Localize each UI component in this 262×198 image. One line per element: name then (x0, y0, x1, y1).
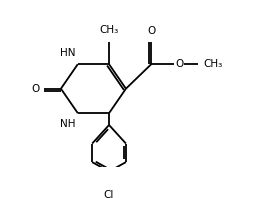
Text: O: O (31, 84, 40, 94)
Text: Cl: Cl (104, 190, 114, 198)
Text: O: O (147, 26, 155, 36)
Text: HN: HN (60, 48, 75, 58)
Text: O: O (175, 59, 183, 69)
Text: NH: NH (60, 119, 75, 129)
Text: CH₃: CH₃ (204, 59, 223, 69)
Text: CH₃: CH₃ (99, 26, 119, 35)
